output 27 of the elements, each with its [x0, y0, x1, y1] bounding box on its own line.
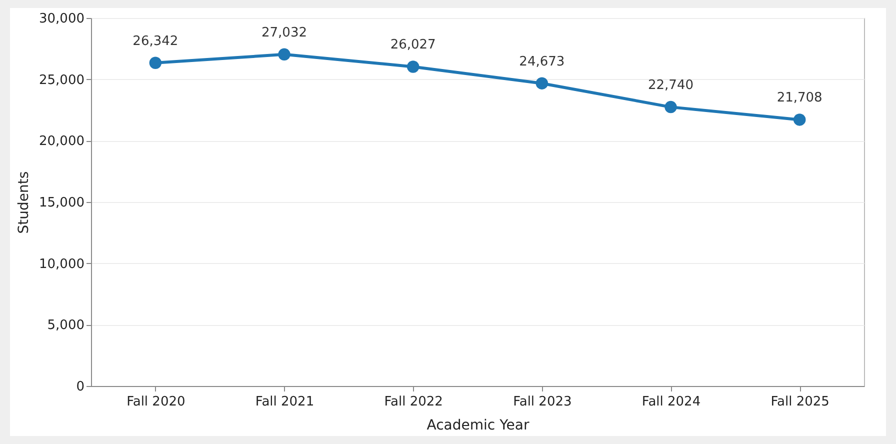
data-label: 27,032 — [262, 25, 307, 40]
x-tick-label: Fall 2021 — [255, 394, 314, 410]
y-tick-label: 0 — [76, 380, 84, 394]
data-label: 21,708 — [776, 90, 822, 106]
point — [793, 114, 806, 126]
y-tick-label: 5,000 — [47, 318, 84, 334]
y-tick-label: 25,000 — [39, 72, 84, 88]
x-tick-label: Fall 2020 — [126, 394, 186, 410]
point — [278, 48, 290, 61]
point — [149, 56, 162, 69]
point — [406, 60, 420, 73]
data-label: 22,740 — [648, 78, 694, 94]
data-label: 24,673 — [519, 54, 565, 70]
point — [664, 100, 677, 114]
x-tick-label: Fall 2022 — [384, 394, 443, 410]
y-tick-label: 10,000 — [39, 256, 84, 272]
x-tick-label: Fall 2023 — [513, 394, 572, 410]
y-axis-title: Students — [16, 171, 32, 234]
data-label: 26,342 — [132, 34, 178, 49]
y-tick-label: 30,000 — [39, 12, 84, 26]
x-tick-label: Fall 2024 — [642, 394, 701, 410]
y-tick-label: 20,000 — [39, 134, 84, 150]
x-axis-title: Academic Year — [426, 418, 530, 434]
data-label: 26,027 — [390, 38, 436, 53]
point — [536, 77, 548, 90]
x-tick-label: Fall 2025 — [770, 394, 830, 410]
y-tick-label: 15,000 — [39, 196, 84, 210]
